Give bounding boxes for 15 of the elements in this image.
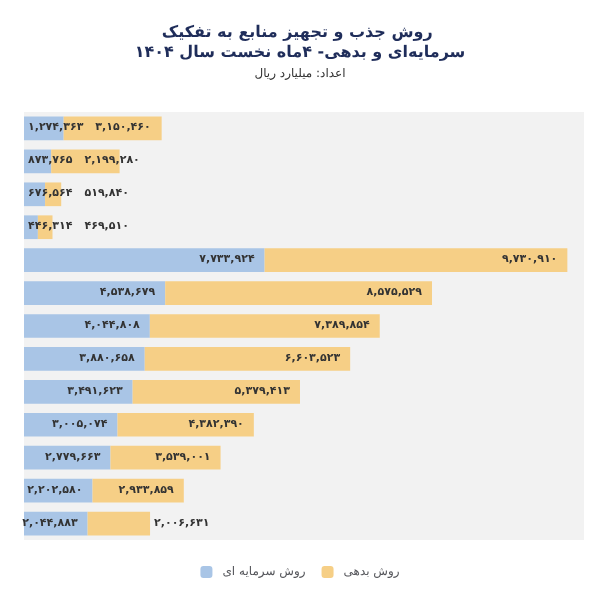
bar bbox=[24, 379, 133, 404]
bar bbox=[24, 412, 118, 437]
bar bbox=[132, 379, 300, 404]
bar bbox=[87, 511, 151, 536]
bar bbox=[264, 248, 568, 273]
bar bbox=[144, 347, 351, 371]
chart-title: روش جذب و تجهیز منابع به تفکیک سرمایه‌ای و بدهی- ۴ماه نخست سال ۱۴۰۴ bbox=[134, 23, 466, 61]
bar bbox=[149, 314, 380, 338]
bar bbox=[24, 248, 265, 273]
bar bbox=[110, 445, 221, 470]
bar bbox=[24, 314, 150, 338]
bar bbox=[24, 281, 166, 305]
bar bbox=[117, 412, 254, 437]
bar bbox=[24, 347, 145, 371]
bar bbox=[165, 281, 432, 305]
